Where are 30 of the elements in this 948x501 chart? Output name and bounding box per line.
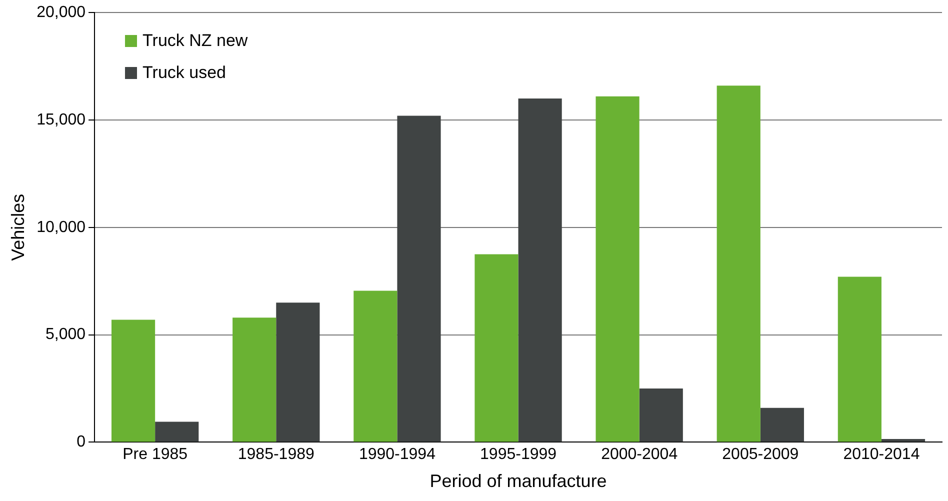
x-axis-title: Period of manufacture bbox=[430, 471, 607, 492]
bar bbox=[881, 438, 926, 442]
bar bbox=[276, 302, 320, 442]
bar bbox=[397, 116, 441, 442]
bar bbox=[639, 388, 683, 442]
y-tick-label: 0 bbox=[76, 434, 86, 451]
x-tick-label: 1985-1989 bbox=[238, 446, 314, 464]
y-axis-title: Vehicles bbox=[8, 194, 28, 261]
x-tick-label: 2010-2014 bbox=[843, 446, 920, 464]
bar bbox=[716, 86, 760, 442]
bar bbox=[838, 276, 882, 442]
bar bbox=[111, 320, 156, 442]
x-tick-label: Pre 1985 bbox=[122, 446, 188, 464]
x-tick-label: 2000-2004 bbox=[601, 446, 678, 464]
legend-label: Truck used bbox=[142, 62, 226, 83]
x-tick-label: 2005-2009 bbox=[722, 446, 799, 464]
x-tick-label: 1990-1994 bbox=[358, 446, 436, 464]
y-tick-label: 10,000 bbox=[36, 218, 86, 236]
bar bbox=[232, 318, 276, 442]
bar bbox=[354, 290, 398, 442]
legend-label: Truck NZ new bbox=[142, 30, 248, 51]
bar bbox=[518, 98, 562, 442]
bar bbox=[474, 254, 518, 442]
x-tick-label: 1995-1999 bbox=[480, 446, 557, 464]
y-tick-label: 5,000 bbox=[45, 326, 86, 344]
bar bbox=[760, 408, 804, 442]
y-tick-label: 15,000 bbox=[36, 111, 86, 128]
y-tick-label: 20,000 bbox=[36, 4, 86, 22]
bar bbox=[155, 422, 199, 442]
bar bbox=[596, 96, 640, 442]
